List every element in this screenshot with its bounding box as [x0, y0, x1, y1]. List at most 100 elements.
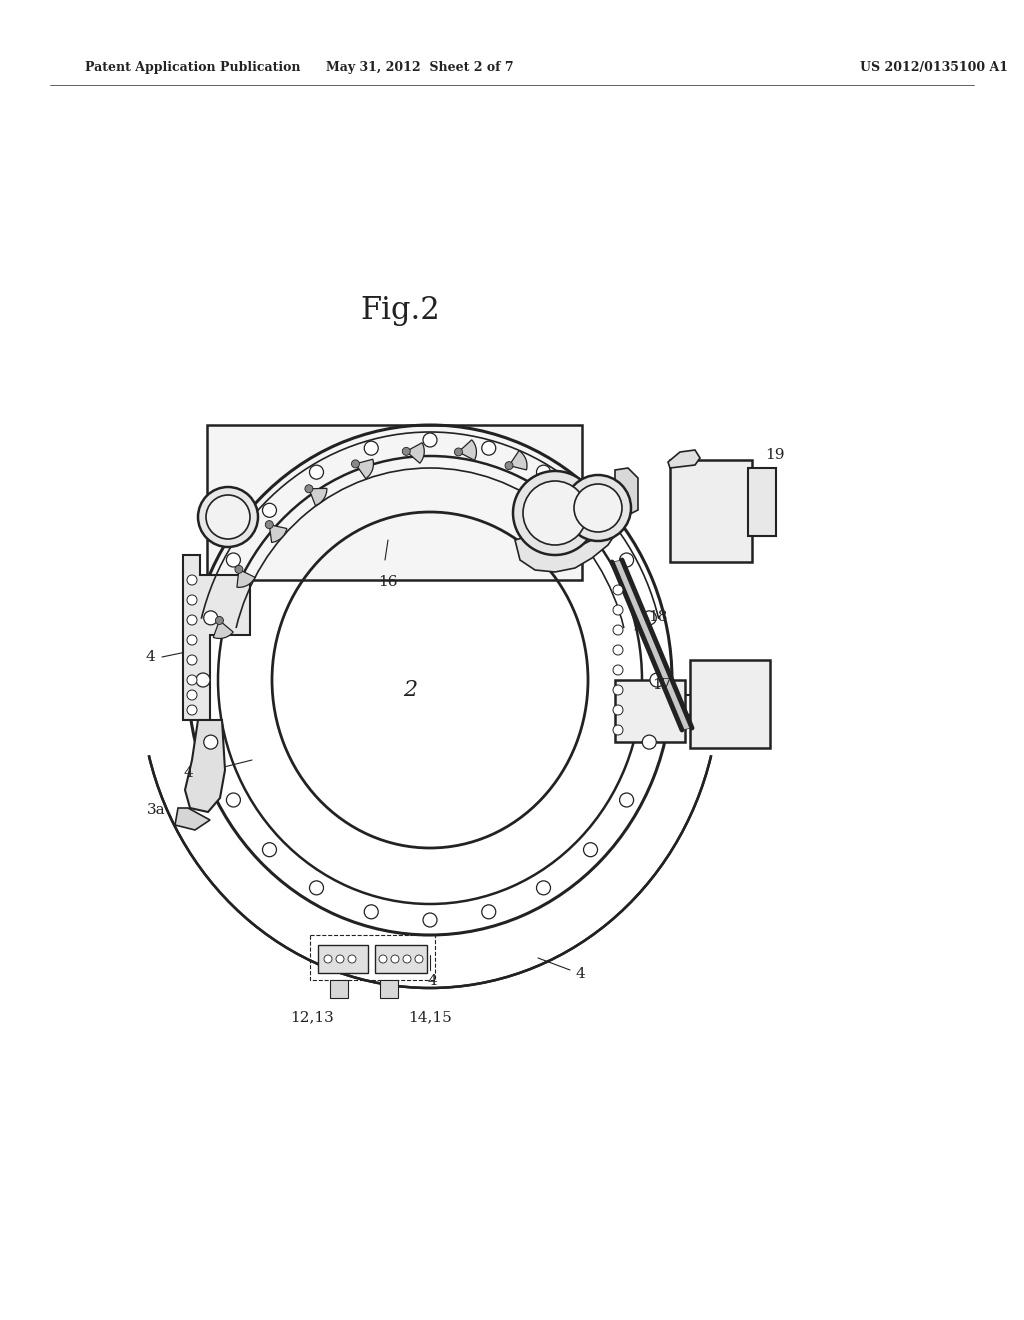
Circle shape	[565, 475, 631, 541]
Circle shape	[187, 595, 197, 605]
Text: 12,13: 12,13	[290, 1010, 334, 1024]
Text: 14,15: 14,15	[409, 1010, 452, 1024]
Circle shape	[262, 842, 276, 857]
Bar	[748, 469, 776, 536]
Polygon shape	[515, 510, 620, 572]
Circle shape	[584, 842, 598, 857]
Text: May 31, 2012  Sheet 2 of 7: May 31, 2012 Sheet 2 of 7	[327, 62, 514, 74]
Circle shape	[348, 954, 356, 964]
Circle shape	[620, 793, 634, 807]
Circle shape	[642, 611, 656, 624]
Text: 4: 4	[183, 766, 193, 780]
Circle shape	[391, 954, 399, 964]
Circle shape	[305, 484, 313, 492]
Polygon shape	[185, 719, 225, 812]
Circle shape	[584, 503, 598, 517]
Text: 3a: 3a	[146, 803, 165, 817]
Circle shape	[403, 954, 411, 964]
Wedge shape	[309, 488, 327, 506]
Circle shape	[481, 904, 496, 919]
Polygon shape	[615, 469, 638, 515]
Circle shape	[187, 615, 197, 624]
Circle shape	[365, 904, 378, 919]
Circle shape	[423, 913, 437, 927]
Circle shape	[187, 675, 197, 685]
Circle shape	[265, 520, 273, 528]
Wedge shape	[407, 442, 424, 463]
Circle shape	[613, 645, 623, 655]
Circle shape	[365, 441, 378, 455]
Circle shape	[187, 635, 197, 645]
Wedge shape	[355, 459, 374, 479]
Circle shape	[513, 471, 597, 554]
Polygon shape	[612, 560, 692, 730]
Circle shape	[613, 605, 623, 615]
Circle shape	[613, 725, 623, 735]
Text: 2: 2	[402, 678, 417, 701]
Text: 16: 16	[378, 576, 397, 589]
Bar	[318, 945, 368, 973]
Circle shape	[204, 611, 218, 624]
Circle shape	[215, 616, 223, 624]
Circle shape	[187, 655, 197, 665]
Text: 17: 17	[652, 678, 672, 692]
Circle shape	[402, 447, 411, 455]
Polygon shape	[183, 554, 250, 719]
Circle shape	[309, 880, 324, 895]
Circle shape	[226, 793, 241, 807]
Text: Patent Application Publication: Patent Application Publication	[85, 62, 300, 74]
Circle shape	[187, 576, 197, 585]
Circle shape	[234, 565, 243, 573]
Circle shape	[204, 735, 218, 750]
Wedge shape	[555, 475, 573, 491]
Circle shape	[650, 673, 664, 686]
Circle shape	[505, 462, 513, 470]
Polygon shape	[380, 979, 398, 998]
Text: 18: 18	[648, 610, 668, 624]
Bar	[375, 945, 427, 973]
Circle shape	[574, 484, 622, 532]
Wedge shape	[269, 524, 287, 543]
Bar	[207, 425, 582, 579]
Text: 4: 4	[575, 968, 586, 981]
Circle shape	[187, 690, 197, 700]
Bar	[690, 660, 770, 748]
Bar	[615, 680, 685, 742]
Circle shape	[423, 433, 437, 447]
Circle shape	[196, 673, 210, 686]
Circle shape	[481, 441, 496, 455]
Text: 19: 19	[765, 447, 784, 462]
Circle shape	[262, 503, 276, 517]
Text: 4: 4	[145, 649, 155, 664]
Polygon shape	[330, 979, 348, 998]
Polygon shape	[175, 808, 210, 830]
Circle shape	[613, 685, 623, 696]
Circle shape	[351, 459, 359, 467]
Circle shape	[415, 954, 423, 964]
Circle shape	[537, 465, 551, 479]
Circle shape	[613, 585, 623, 595]
Circle shape	[309, 465, 324, 479]
Text: Fig.2: Fig.2	[360, 294, 440, 326]
Text: US 2012/0135100 A1: US 2012/0135100 A1	[860, 62, 1008, 74]
Circle shape	[613, 665, 623, 675]
Circle shape	[613, 705, 623, 715]
Polygon shape	[668, 450, 700, 469]
Circle shape	[226, 553, 241, 568]
Circle shape	[620, 553, 634, 568]
Circle shape	[455, 447, 463, 455]
Circle shape	[551, 487, 559, 495]
Wedge shape	[237, 569, 255, 587]
Circle shape	[324, 954, 332, 964]
Wedge shape	[213, 620, 233, 639]
Text: 4: 4	[427, 974, 437, 987]
Circle shape	[642, 735, 656, 750]
Circle shape	[537, 880, 551, 895]
Wedge shape	[459, 440, 476, 461]
Circle shape	[198, 487, 258, 546]
Circle shape	[379, 954, 387, 964]
Circle shape	[206, 495, 250, 539]
Circle shape	[523, 480, 587, 545]
Circle shape	[336, 954, 344, 964]
Wedge shape	[509, 450, 527, 470]
